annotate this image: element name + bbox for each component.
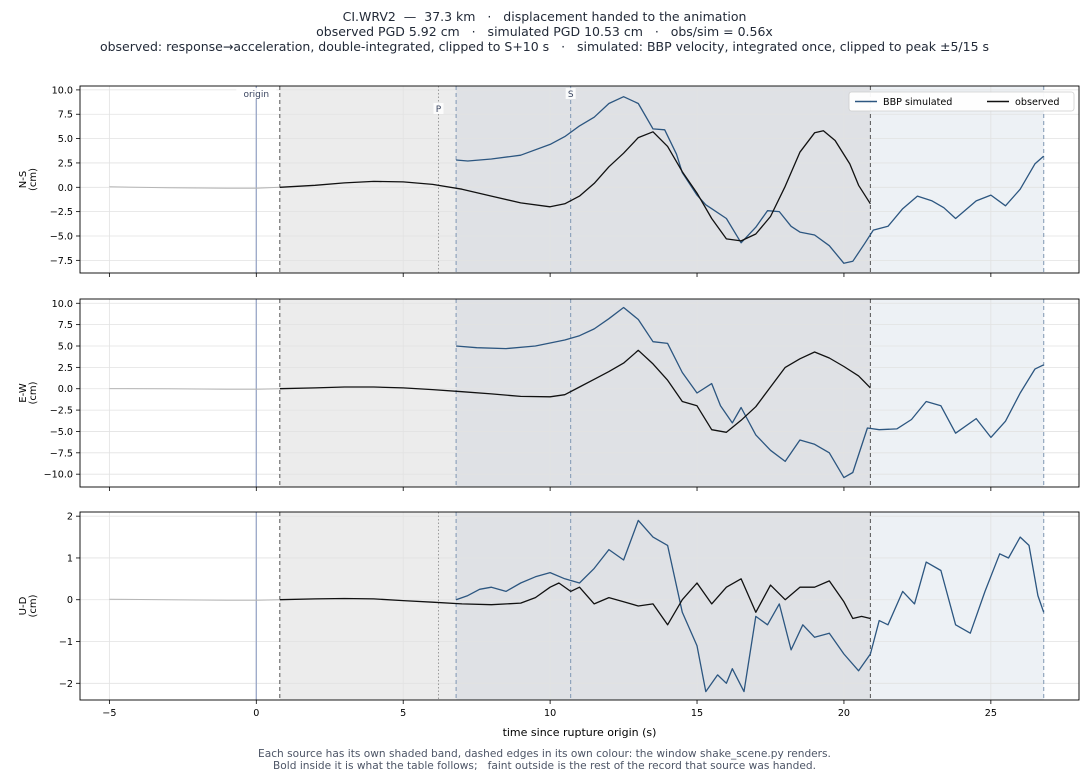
simulated-series-line bbox=[456, 96, 1045, 264]
y-tick-label: 2 bbox=[67, 512, 73, 523]
y-tick-label: −2 bbox=[59, 679, 73, 690]
y-tick-label: 10.0 bbox=[52, 299, 73, 310]
panel-2: −10.0 −7.5 −5.0 −2.5 0.0 2.5 5.0 7.5 10.0 E-W(cm) bbox=[18, 298, 1080, 491]
y-axis-label: U-D(cm) bbox=[18, 594, 39, 617]
y-axis-label-part: E-W bbox=[18, 383, 29, 403]
y-axis-label: N-S(cm) bbox=[18, 168, 39, 191]
chart-title-line-2: observed PGD 5.92 cm · simulated PGD 10.… bbox=[316, 24, 773, 39]
x-axis-label: time since rupture origin (s) bbox=[503, 726, 657, 739]
s-marker-label: S bbox=[568, 90, 574, 100]
panel-series-group bbox=[109, 96, 1045, 264]
observed-series-line bbox=[279, 130, 871, 242]
x-tick-label: 15 bbox=[691, 708, 703, 719]
observed-window-band bbox=[279, 512, 457, 700]
legend-simulated-label: BBP simulated bbox=[883, 97, 952, 108]
legend-box bbox=[848, 91, 1075, 112]
y-tick-label: 0.0 bbox=[58, 384, 73, 395]
y-axis-label-part: (cm) bbox=[28, 168, 39, 191]
y-tick-label: −2.5 bbox=[50, 207, 73, 218]
overlap-window-band bbox=[456, 86, 871, 273]
y-tick-label: 2.5 bbox=[58, 363, 73, 374]
footer-note-line-2: Bold inside it is what the table follows… bbox=[273, 760, 816, 772]
y-tick-label: 2.5 bbox=[58, 158, 73, 169]
observed-faint-series-line bbox=[109, 388, 280, 390]
observed-series-line bbox=[279, 578, 871, 626]
simulated-series-line bbox=[456, 306, 1044, 479]
y-tick-label: 10.0 bbox=[52, 85, 73, 96]
y-tick-label: 0 bbox=[67, 595, 73, 606]
legend-observed-label: observed bbox=[1015, 97, 1059, 108]
legend: BBP simulated observed bbox=[848, 91, 1075, 112]
x-tick-label: 25 bbox=[985, 708, 997, 719]
y-axis-label-part: N-S bbox=[18, 171, 29, 188]
y-tick-label: 7.5 bbox=[58, 110, 73, 121]
x-tick-label: 5 bbox=[400, 708, 406, 719]
x-tick-label: 20 bbox=[838, 708, 850, 719]
origin-marker-label: origin bbox=[243, 90, 269, 100]
observed-faint-series-line bbox=[109, 186, 280, 189]
simulated-window-band bbox=[870, 86, 1044, 273]
chart-title-line-3: observed: response→acceleration, double-… bbox=[99, 39, 990, 54]
x-tick-label: −5 bbox=[102, 708, 116, 719]
y-tick-label: 5.0 bbox=[58, 342, 73, 353]
y-axis-label: E-W(cm) bbox=[18, 381, 39, 404]
y-tick-label: −7.5 bbox=[50, 448, 73, 459]
p-marker-label: P bbox=[436, 105, 442, 115]
s-marker-label-bg bbox=[565, 88, 576, 99]
panel-series-group bbox=[109, 519, 1045, 693]
y-tick-label: −5.0 bbox=[50, 427, 73, 438]
y-axis-label-part: U-D bbox=[18, 596, 29, 615]
y-axis-label-part: (cm) bbox=[28, 594, 39, 617]
observed-series-line bbox=[279, 349, 871, 433]
y-tick-label: −7.5 bbox=[50, 256, 73, 267]
y-tick-label: −5.0 bbox=[50, 231, 73, 242]
panel-1: −7.5 −5.0 −2.5 0.0 2.5 5.0 7.5 10.0 N-S(cm) origi… bbox=[18, 85, 1080, 277]
y-tick-label: −2.5 bbox=[50, 406, 73, 417]
overlap-window-band bbox=[456, 299, 871, 487]
y-tick-label: −1 bbox=[59, 637, 73, 648]
chart-title-line-1: CI.WRV2 — 37.3 km · displacement handed … bbox=[342, 9, 747, 24]
panel-series-group bbox=[109, 306, 1044, 479]
simulated-window-band bbox=[870, 299, 1044, 487]
overlap-window-band bbox=[456, 512, 871, 700]
y-tick-label: −10.0 bbox=[44, 470, 73, 481]
observed-faint-series-line bbox=[109, 598, 280, 601]
panel-3: −2 −1 0 1 2 −5 0 5 10 15 20 25 U-D(cm) bbox=[18, 511, 1080, 719]
y-axis-label-part: (cm) bbox=[28, 381, 39, 404]
observed-window-band bbox=[279, 299, 457, 487]
panel-frame bbox=[79, 85, 1080, 274]
y-tick-label: 5.0 bbox=[58, 134, 73, 145]
panel-frame bbox=[79, 511, 1080, 701]
x-tick-label: 0 bbox=[253, 708, 259, 719]
panel-frame bbox=[79, 298, 1080, 488]
observed-window-band bbox=[279, 86, 457, 273]
x-tick-label: 10 bbox=[544, 708, 556, 719]
y-tick-label: 7.5 bbox=[58, 320, 73, 331]
p-marker-label-bg bbox=[433, 103, 444, 114]
footer-note-line-1: Each source has its own shaded band, das… bbox=[258, 748, 831, 760]
origin-marker-label-bg bbox=[236, 88, 277, 99]
simulated-series-line bbox=[455, 519, 1045, 693]
y-tick-label: 0.0 bbox=[58, 183, 73, 194]
simulated-window-band bbox=[870, 512, 1044, 700]
y-tick-label: 1 bbox=[67, 553, 73, 564]
